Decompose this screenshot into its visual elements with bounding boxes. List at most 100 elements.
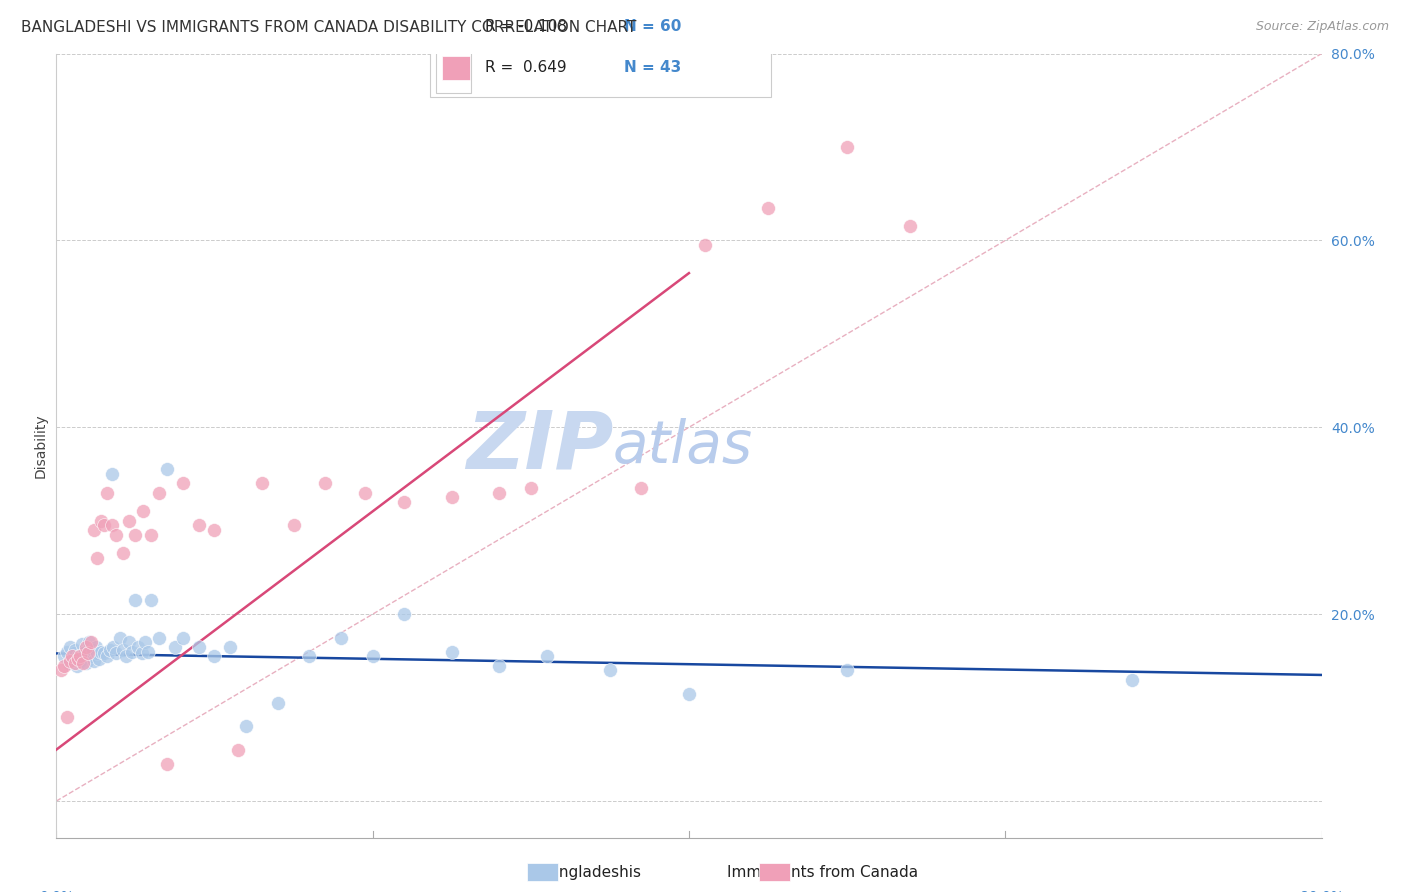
Point bbox=[440, 491, 463, 505]
Point bbox=[172, 631, 194, 645]
Point bbox=[148, 485, 170, 500]
Point bbox=[53, 658, 76, 673]
Point bbox=[131, 647, 153, 661]
Point bbox=[80, 635, 103, 649]
Point bbox=[156, 462, 179, 476]
Text: 0.0%: 0.0% bbox=[39, 890, 73, 892]
Text: 80.0%: 80.0% bbox=[1299, 890, 1344, 892]
Point bbox=[100, 518, 122, 533]
Point bbox=[86, 551, 108, 566]
Point bbox=[98, 642, 121, 657]
Point bbox=[440, 644, 463, 658]
Point bbox=[96, 649, 118, 664]
Point bbox=[250, 476, 273, 491]
Point bbox=[111, 546, 134, 560]
Text: Immigrants from Canada: Immigrants from Canada bbox=[727, 865, 918, 880]
Point bbox=[83, 654, 105, 668]
Point bbox=[756, 201, 779, 215]
Point bbox=[148, 631, 170, 645]
Point bbox=[86, 647, 108, 661]
Point bbox=[90, 644, 111, 658]
Text: ZIP: ZIP bbox=[465, 407, 613, 485]
Point bbox=[235, 719, 257, 733]
Point bbox=[226, 742, 249, 756]
Point bbox=[93, 647, 115, 661]
Point bbox=[67, 652, 90, 666]
Point bbox=[118, 635, 141, 649]
Point bbox=[488, 658, 510, 673]
Point bbox=[100, 467, 122, 481]
Point bbox=[353, 485, 375, 500]
Text: atlas: atlas bbox=[613, 417, 754, 475]
Point bbox=[630, 481, 652, 495]
Point bbox=[835, 663, 858, 677]
FancyBboxPatch shape bbox=[436, 50, 471, 93]
Point bbox=[53, 649, 76, 664]
Text: N = 60: N = 60 bbox=[624, 19, 682, 34]
Point bbox=[56, 644, 79, 658]
Y-axis label: Disability: Disability bbox=[34, 414, 48, 478]
Point bbox=[136, 644, 159, 658]
Point bbox=[84, 640, 107, 654]
Point bbox=[121, 644, 143, 658]
Point bbox=[298, 649, 321, 664]
Point bbox=[163, 640, 186, 654]
Point bbox=[105, 528, 128, 542]
Text: R =  0.649: R = 0.649 bbox=[485, 60, 567, 75]
Point bbox=[80, 649, 103, 664]
Point bbox=[62, 647, 84, 661]
Point bbox=[59, 640, 82, 654]
Point bbox=[141, 593, 162, 607]
Point bbox=[693, 238, 716, 252]
Text: Source: ZipAtlas.com: Source: ZipAtlas.com bbox=[1256, 20, 1389, 33]
Point bbox=[60, 649, 83, 664]
Point bbox=[172, 476, 194, 491]
Point bbox=[72, 649, 94, 664]
Point bbox=[69, 654, 91, 668]
Point bbox=[75, 640, 97, 654]
Point bbox=[79, 635, 101, 649]
Point bbox=[66, 658, 89, 673]
Point bbox=[93, 518, 115, 533]
Point bbox=[118, 514, 141, 528]
Point bbox=[314, 476, 336, 491]
Point bbox=[76, 648, 98, 662]
Point bbox=[60, 652, 83, 666]
Point bbox=[599, 663, 621, 677]
Point bbox=[73, 644, 96, 658]
Point bbox=[361, 649, 384, 664]
Point bbox=[519, 481, 541, 495]
Text: R = -0.108: R = -0.108 bbox=[485, 19, 567, 34]
Point bbox=[283, 518, 305, 533]
FancyBboxPatch shape bbox=[430, 3, 770, 96]
Point bbox=[72, 656, 94, 670]
Point bbox=[103, 640, 124, 654]
FancyBboxPatch shape bbox=[441, 55, 470, 79]
Point bbox=[65, 656, 87, 670]
Point bbox=[267, 696, 290, 710]
Point bbox=[132, 504, 155, 518]
Point bbox=[187, 640, 209, 654]
Point bbox=[678, 687, 700, 701]
Text: BANGLADESHI VS IMMIGRANTS FROM CANADA DISABILITY CORRELATION CHART: BANGLADESHI VS IMMIGRANTS FROM CANADA DI… bbox=[21, 20, 637, 35]
Point bbox=[58, 656, 80, 670]
Point bbox=[111, 642, 134, 657]
Point bbox=[392, 495, 416, 509]
Point bbox=[59, 654, 82, 668]
FancyBboxPatch shape bbox=[441, 14, 470, 38]
Point bbox=[329, 631, 352, 645]
Point bbox=[76, 647, 98, 661]
Point bbox=[114, 649, 138, 664]
Point bbox=[49, 663, 72, 677]
Point bbox=[835, 140, 858, 154]
Point bbox=[67, 649, 90, 664]
Text: Bangladeshis: Bangladeshis bbox=[540, 865, 641, 880]
Point bbox=[65, 642, 87, 657]
Point bbox=[105, 647, 128, 661]
Point bbox=[536, 649, 558, 664]
Point bbox=[141, 528, 162, 542]
Point bbox=[82, 642, 104, 657]
Point bbox=[56, 710, 79, 724]
Point bbox=[75, 656, 97, 670]
Point bbox=[202, 649, 225, 664]
